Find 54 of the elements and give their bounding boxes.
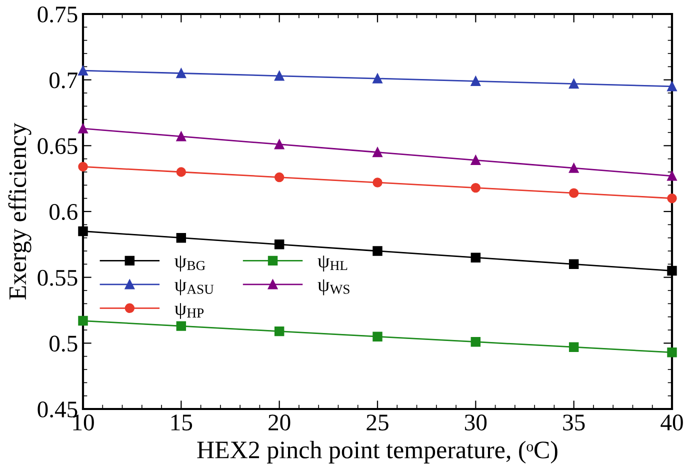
point — [176, 321, 186, 331]
point — [667, 266, 677, 276]
point — [372, 147, 382, 158]
x-tick-label: 25 — [366, 414, 388, 430]
point — [470, 76, 481, 86]
point — [78, 226, 88, 236]
point — [372, 246, 382, 256]
point — [274, 326, 284, 336]
x-tick-label: 30 — [464, 414, 487, 430]
point — [667, 193, 677, 204]
point — [470, 155, 481, 166]
x-tick-label: 35 — [563, 414, 585, 430]
legend-label: ψ$_{ASU}$ — [174, 279, 214, 296]
point — [667, 171, 677, 181]
point — [372, 178, 382, 188]
legend-label: ψ$_{HL}$ — [318, 256, 348, 272]
point — [274, 71, 284, 81]
point — [470, 252, 481, 262]
point — [274, 172, 284, 182]
point — [568, 342, 579, 352]
point — [78, 66, 88, 76]
point — [568, 78, 579, 89]
legend-label: ψ$_{BG}$ — [174, 256, 206, 272]
point — [667, 348, 677, 358]
y-axis-title: Exergy efficiency — [8, 122, 32, 300]
point — [372, 332, 382, 342]
y-tick-label: 0.65 — [38, 138, 78, 154]
point — [568, 188, 579, 198]
y-tick-label: 0.55 — [38, 270, 78, 286]
legend-label: ψ$_{HP}$ — [174, 303, 204, 319]
x-axis-title: HEX2 pinch point temperature, (ᵒC) — [197, 440, 558, 464]
point — [176, 132, 186, 142]
point — [176, 68, 186, 78]
x-tick-label: 40 — [660, 414, 683, 430]
point — [372, 74, 382, 84]
y-tick-label: 0.6 — [50, 204, 78, 220]
point — [667, 82, 677, 92]
point — [568, 163, 579, 173]
x-tick-label: 20 — [268, 414, 290, 430]
point — [470, 336, 481, 347]
legend-label: ψ$_{WS}$ — [318, 279, 350, 296]
point — [274, 240, 284, 250]
y-tick-label: 0.75 — [38, 6, 78, 23]
y-tick-label: 0.7 — [50, 72, 78, 88]
point — [78, 162, 88, 172]
point — [78, 124, 88, 134]
point — [176, 232, 186, 243]
point — [78, 316, 88, 326]
x-tick-label: 15 — [171, 414, 192, 430]
point — [568, 259, 579, 270]
point — [176, 167, 186, 177]
point — [274, 139, 284, 150]
point — [470, 182, 481, 193]
y-tick-label: 0.5 — [50, 336, 78, 352]
